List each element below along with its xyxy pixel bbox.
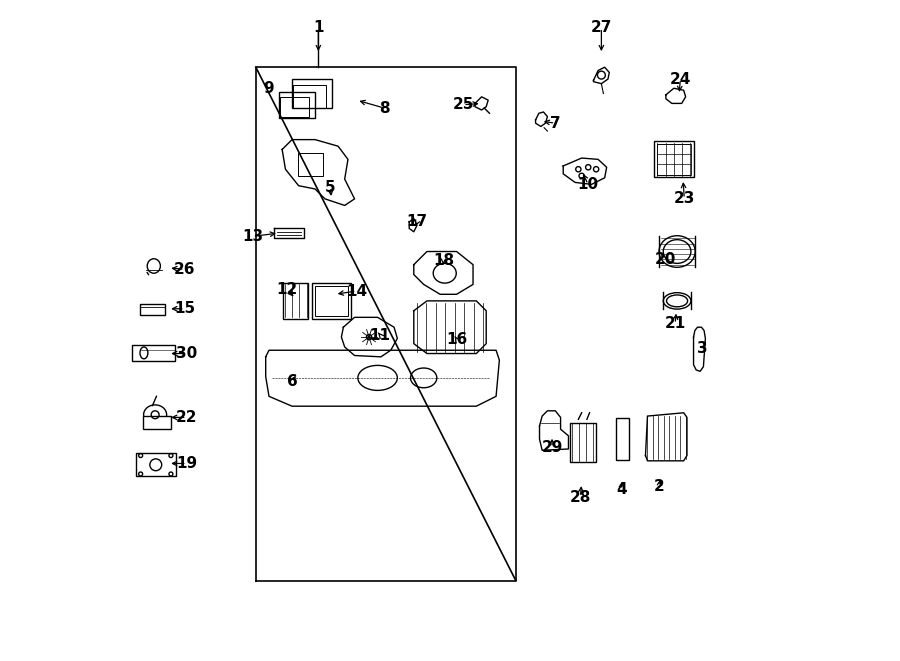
Bar [311, 283, 351, 319]
Text: 19: 19 [176, 456, 197, 471]
Text: 25: 25 [453, 97, 474, 112]
Text: 23: 23 [673, 191, 695, 206]
Text: 21: 21 [664, 317, 686, 331]
Bar [315, 286, 348, 316]
Text: 24: 24 [670, 71, 691, 87]
Bar [143, 416, 171, 429]
Bar [616, 418, 629, 461]
Bar [279, 92, 315, 118]
Text: 26: 26 [174, 262, 195, 277]
Text: 3: 3 [698, 342, 708, 356]
Text: 27: 27 [590, 20, 612, 35]
Text: 8: 8 [379, 100, 390, 116]
Bar [283, 283, 308, 319]
Text: 14: 14 [346, 284, 367, 299]
Text: 7: 7 [550, 116, 561, 131]
Text: 18: 18 [433, 253, 454, 268]
Bar [657, 144, 691, 175]
Bar [654, 141, 694, 177]
Text: 1: 1 [313, 20, 324, 35]
Text: 22: 22 [176, 410, 197, 425]
Bar [298, 153, 323, 176]
Bar [570, 422, 596, 462]
Text: 16: 16 [446, 332, 467, 346]
Text: 5: 5 [325, 180, 336, 194]
Text: 15: 15 [175, 301, 195, 316]
Text: 6: 6 [287, 374, 297, 389]
Text: 30: 30 [176, 346, 197, 361]
Text: 10: 10 [578, 177, 599, 192]
Bar [140, 303, 165, 315]
Bar [136, 453, 176, 477]
Bar [292, 79, 331, 108]
Text: 17: 17 [407, 214, 428, 229]
Text: 4: 4 [616, 483, 626, 497]
Text: 28: 28 [570, 490, 591, 504]
Bar [132, 344, 176, 361]
Text: 29: 29 [541, 440, 562, 455]
Text: 12: 12 [277, 282, 298, 297]
Text: 11: 11 [370, 328, 391, 342]
Bar [280, 97, 310, 117]
Bar [292, 85, 326, 108]
Text: 13: 13 [242, 229, 263, 244]
Text: 9: 9 [263, 81, 274, 96]
Text: 2: 2 [654, 479, 665, 494]
Text: 20: 20 [655, 252, 677, 267]
